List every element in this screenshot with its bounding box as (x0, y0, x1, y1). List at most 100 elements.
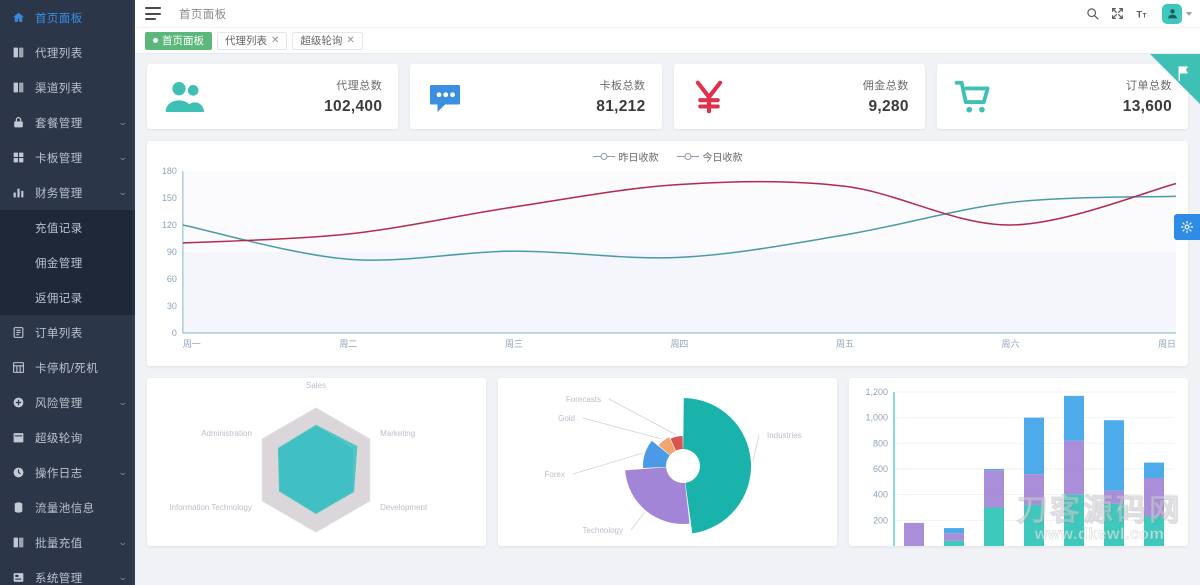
svg-text:120: 120 (162, 220, 177, 230)
legend-marker-icon (676, 152, 699, 161)
sidebar-item-13[interactable]: 批量充值 ⌄ (0, 525, 135, 560)
svg-text:0: 0 (172, 328, 177, 338)
cart-icon (953, 78, 995, 116)
legend-item-today[interactable]: 今日收款 (676, 149, 743, 164)
tab-label: 首页面板 (162, 35, 204, 47)
svg-text:周三: 周三 (505, 339, 523, 349)
sidebar-item-14[interactable]: 系统管理 ⌄ (0, 560, 135, 585)
line-chart-panel: 昨日收款 今日收款 0 30 60 90 120 150 180 周一 周二 周三 周四 周五 周六 周日 (147, 141, 1188, 366)
stat-card-1[interactable]: 代理总数 102,400 (147, 64, 399, 129)
tab-close-icon[interactable]: ✕ (346, 34, 355, 46)
chevron-down-icon[interactable]: ⌄ (118, 117, 129, 127)
table-icon (11, 360, 26, 375)
svg-text:Information Technology: Information Technology (169, 503, 252, 512)
sidebar-item-label: 套餐管理 (35, 117, 83, 130)
svg-text:60: 60 (167, 274, 177, 284)
sidebar-subitem-2[interactable]: 佣金管理 (35, 257, 83, 270)
svg-text:Sales: Sales (306, 381, 326, 390)
fullscreen-icon[interactable] (1111, 7, 1124, 20)
pie-chart-panel: Industries Technology Forex Gold Forecasts (498, 378, 837, 546)
chevron-down-icon[interactable]: ⌄ (118, 397, 129, 407)
sidebar-item-label: 系统管理 (35, 572, 83, 585)
svg-text:周一: 周一 (183, 339, 201, 349)
svg-text:Administration: Administration (201, 429, 252, 438)
tab-label: 代理列表 (225, 35, 267, 47)
sidebar-item-label: 订单列表 (35, 327, 83, 340)
chevron-down-icon[interactable]: ⌄ (118, 467, 129, 477)
chevron-down-icon[interactable] (1186, 11, 1192, 16)
tab-1[interactable]: 首页面板 (145, 31, 212, 50)
svg-text:Forecasts: Forecasts (566, 395, 601, 404)
stat-label: 卡板总数 (599, 80, 646, 92)
legend-item-yesterday[interactable]: 昨日收款 (592, 149, 659, 164)
sidebar-subitem-1[interactable]: 充值记录 (35, 222, 83, 235)
sidebar-item-1[interactable]: 首页面板 (0, 0, 135, 35)
message-icon (426, 79, 464, 115)
sidebar-item-4[interactable]: 套餐管理 ⌄ (0, 105, 135, 140)
stat-text: 卡板总数 81,212 (596, 77, 645, 116)
avatar[interactable] (1162, 3, 1182, 24)
sidebar-item-12[interactable]: 流量池信息 (0, 490, 135, 525)
svg-text:Marketing: Marketing (380, 429, 415, 438)
tab-close-icon[interactable]: ✕ (271, 34, 280, 46)
sidebar-item-label: 卡板管理 (35, 152, 83, 165)
sidebar-item-8[interactable]: 卡停机/死机 (0, 350, 135, 385)
sidebar-item-3[interactable]: 渠道列表 (0, 70, 135, 105)
svg-text:400: 400 (873, 490, 888, 500)
search-icon[interactable] (1086, 7, 1099, 20)
sidebar-item-7[interactable]: 订单列表 (0, 315, 135, 350)
svg-text:180: 180 (162, 166, 177, 176)
font-size-icon[interactable]: T T (1136, 7, 1150, 20)
pie-chart-svg: Industries Technology Forex Gold Forecasts (545, 395, 802, 535)
users-icon (163, 77, 205, 117)
sidebar-item-label: 卡停机/死机 (35, 362, 99, 375)
user-menu[interactable] (1162, 3, 1192, 24)
legend-label: 今日收款 (702, 152, 743, 164)
stat-card-2[interactable]: 卡板总数 81,212 (410, 64, 662, 129)
chevron-down-icon[interactable]: ⌄ (118, 572, 129, 582)
chevron-down-icon[interactable]: ⌄ (118, 152, 129, 162)
stat-value: 102,400 (324, 98, 383, 115)
menu-toggle-icon[interactable] (145, 7, 161, 20)
stat-text: 代理总数 102,400 (324, 77, 382, 116)
stat-card-4[interactable]: 订单总数 13,600 (936, 64, 1188, 129)
tab-3[interactable]: 超级轮询 ✕ (292, 31, 363, 50)
sidebar-item-label: 批量充值 (35, 537, 83, 550)
legend-label: 昨日收款 (618, 152, 659, 164)
settings-icon (11, 570, 26, 585)
grid-icon (11, 150, 26, 165)
stat-card-3[interactable]: 佣金总数 9,280 (673, 64, 925, 129)
chevron-down-icon[interactable]: ⌄ (118, 187, 129, 197)
chevron-down-icon[interactable]: ⌄ (118, 537, 129, 547)
sidebar-item-6[interactable]: 财务管理 ⌄ (0, 175, 135, 210)
svg-text:Development: Development (380, 503, 428, 512)
sidebar-scrollbar[interactable] (132, 0, 135, 585)
sidebar-item-11[interactable]: 操作日志 ⌄ (0, 455, 135, 490)
sidebar-subitem-3[interactable]: 返佣记录 (35, 292, 83, 305)
sidebar-item-5[interactable]: 卡板管理 ⌄ (0, 140, 135, 175)
line-chart-legend: 昨日收款 今日收款 (155, 147, 1180, 165)
sidebar: 首页面板 代理列表 渠道列表 套餐管理 ⌄ 卡板管理 ⌄ 财务管理 ⌄ 充值记录 佣金管理 返佣记录订… (0, 0, 135, 585)
stat-value: 9,280 (868, 98, 909, 115)
sidebar-item-10[interactable]: 超级轮询 (0, 420, 135, 455)
tab-2[interactable]: 代理列表 ✕ (217, 31, 288, 50)
radar-chart-panel: SalesMarketingDevelopmentCustomer Suppor… (147, 378, 486, 546)
sidebar-item-label: 流量池信息 (35, 502, 95, 515)
line-chart-svg: 0 30 60 90 120 150 180 周一 周二 周三 周四 周五 周六 周日 (162, 166, 1177, 349)
settings-fab-button[interactable] (1174, 214, 1200, 240)
sidebar-item-9[interactable]: 风险管理 ⌄ (0, 385, 135, 420)
bar-chart-icon (11, 185, 26, 200)
main-area: 首页面板 T (135, 0, 1200, 585)
sidebar-item-2[interactable]: 代理列表 (0, 35, 135, 70)
svg-text:周六: 周六 (1002, 338, 1020, 349)
clock-icon (11, 465, 26, 480)
stat-label: 订单总数 (1126, 80, 1172, 92)
svg-text:Industries: Industries (767, 431, 802, 440)
svg-text:200: 200 (873, 515, 888, 525)
book-icon (11, 45, 26, 60)
bar-chart-svg: 200 400 600 800 1,000 1,200 (865, 387, 1174, 546)
svg-text:30: 30 (167, 301, 177, 311)
bar-chart-panel: 200 400 600 800 1,000 1,200 刀客源码网 www.dkewl.c… (849, 378, 1188, 546)
svg-text:800: 800 (873, 438, 888, 448)
